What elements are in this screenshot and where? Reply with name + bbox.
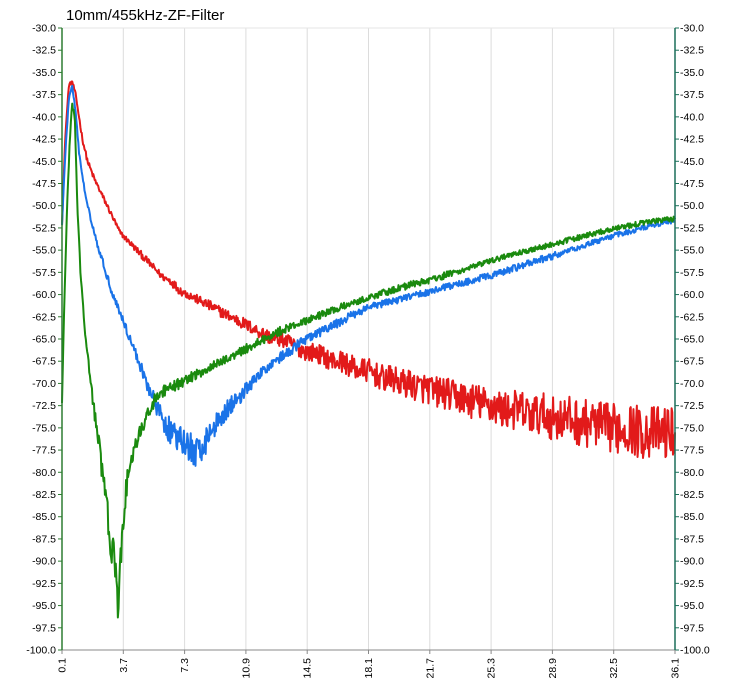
- left-tick-label: -77.5: [32, 445, 56, 457]
- right-tick-label: -55.0: [680, 245, 704, 257]
- left-tick-label: -60.0: [32, 289, 56, 301]
- right-tick-label: -37.5: [680, 89, 704, 101]
- series-line-3: [61, 102, 676, 619]
- right-tick-label: -40.0: [680, 111, 704, 123]
- left-tick-label: -62.5: [32, 311, 56, 323]
- left-tick-label: -35.0: [32, 67, 56, 79]
- left-tick-label: -95.0: [32, 600, 56, 612]
- right-tick-label: -82.5: [680, 489, 704, 501]
- bottom-tick-label: 10.9: [240, 658, 252, 679]
- left-tick-label: -45.0: [32, 156, 56, 168]
- bottom-tick-label: 28.9: [547, 658, 559, 679]
- bottom-tick-label: 0.1: [57, 658, 69, 673]
- bottom-tick-label: 3.7: [118, 658, 130, 673]
- right-tick-label: -72.5: [680, 400, 704, 412]
- left-tick-label: -67.5: [32, 356, 56, 368]
- series-line-2: [61, 84, 676, 467]
- right-tick-label: -42.5: [680, 134, 704, 146]
- right-tick-label: -60.0: [680, 289, 704, 301]
- left-tick-label: -50.0: [32, 200, 56, 212]
- right-tick-label: -30.0: [680, 23, 704, 35]
- bottom-tick-label: 21.7: [424, 658, 436, 679]
- left-tick-label: -40.0: [32, 111, 56, 123]
- left-tick-label: -87.5: [32, 533, 56, 545]
- bottom-tick-label: 36.1: [670, 658, 682, 679]
- right-tick-label: -97.5: [680, 622, 704, 634]
- bottom-tick-label: 32.5: [608, 658, 620, 679]
- series-line-1: [61, 80, 676, 459]
- series-layer: [61, 80, 676, 619]
- left-tick-label: -47.5: [32, 178, 56, 190]
- left-tick-label: -30.0: [32, 23, 56, 35]
- left-tick-label: -42.5: [32, 134, 56, 146]
- left-tick-label: -92.5: [32, 578, 56, 590]
- right-tick-label: -75.0: [680, 422, 704, 434]
- left-axis-ticks: -30.0 -32.5 -35.0 -37.5 -40.0 -42.5 -45.0 -47.5…: [26, 23, 62, 657]
- right-tick-label: -47.5: [680, 178, 704, 190]
- right-tick-label: -95.0: [680, 600, 704, 612]
- left-tick-label: -57.5: [32, 267, 56, 279]
- right-tick-label: -50.0: [680, 200, 704, 212]
- right-tick-label: -87.5: [680, 533, 704, 545]
- chart-title: 10mm/455kHz-ZF-Filter: [66, 7, 224, 24]
- right-tick-label: -80.0: [680, 467, 704, 479]
- left-tick-label: -52.5: [32, 222, 56, 234]
- left-tick-label: -32.5: [32, 45, 56, 57]
- left-tick-label: -55.0: [32, 245, 56, 257]
- left-tick-label: -75.0: [32, 422, 56, 434]
- right-tick-label: -52.5: [680, 222, 704, 234]
- right-tick-label: -85.0: [680, 511, 704, 523]
- left-tick-label: -37.5: [32, 89, 56, 101]
- grid-layer: [122, 28, 615, 650]
- right-tick-label: -45.0: [680, 156, 704, 168]
- bottom-axis-ticks: 0.1 3.7 7.3 10.9 14.5 18.1 21.7 25.3 28.9 32.5 36.…: [57, 650, 682, 678]
- left-tick-label: -80.0: [32, 467, 56, 479]
- right-tick-label: -35.0: [680, 67, 704, 79]
- bottom-tick-label: 18.1: [363, 658, 375, 679]
- left-tick-label: -90.0: [32, 556, 56, 568]
- right-tick-label: -90.0: [680, 556, 704, 568]
- left-tick-label: -97.5: [32, 622, 56, 634]
- left-tick-label: -70.0: [32, 378, 56, 390]
- left-tick-label: -100.0: [26, 645, 56, 657]
- bottom-tick-label: 25.3: [486, 658, 498, 679]
- bottom-tick-label: 7.3: [179, 658, 191, 673]
- right-tick-label: -57.5: [680, 267, 704, 279]
- left-tick-label: -72.5: [32, 400, 56, 412]
- right-tick-label: -62.5: [680, 311, 704, 323]
- right-axis-ticks: -30.0 -32.5 -35.0 -37.5 -40.0 -42.5 -45.0 -47.5…: [675, 23, 710, 657]
- right-tick-label: -67.5: [680, 356, 704, 368]
- right-tick-label: -70.0: [680, 378, 704, 390]
- right-tick-label: -32.5: [680, 45, 704, 57]
- left-tick-label: -85.0: [32, 511, 56, 523]
- right-tick-label: -65.0: [680, 334, 704, 346]
- left-tick-label: -65.0: [32, 334, 56, 346]
- left-tick-label: -82.5: [32, 489, 56, 501]
- right-tick-label: -77.5: [680, 445, 704, 457]
- right-tick-label: -100.0: [680, 645, 710, 657]
- right-tick-label: -92.5: [680, 578, 704, 590]
- bottom-tick-label: 14.5: [302, 658, 314, 679]
